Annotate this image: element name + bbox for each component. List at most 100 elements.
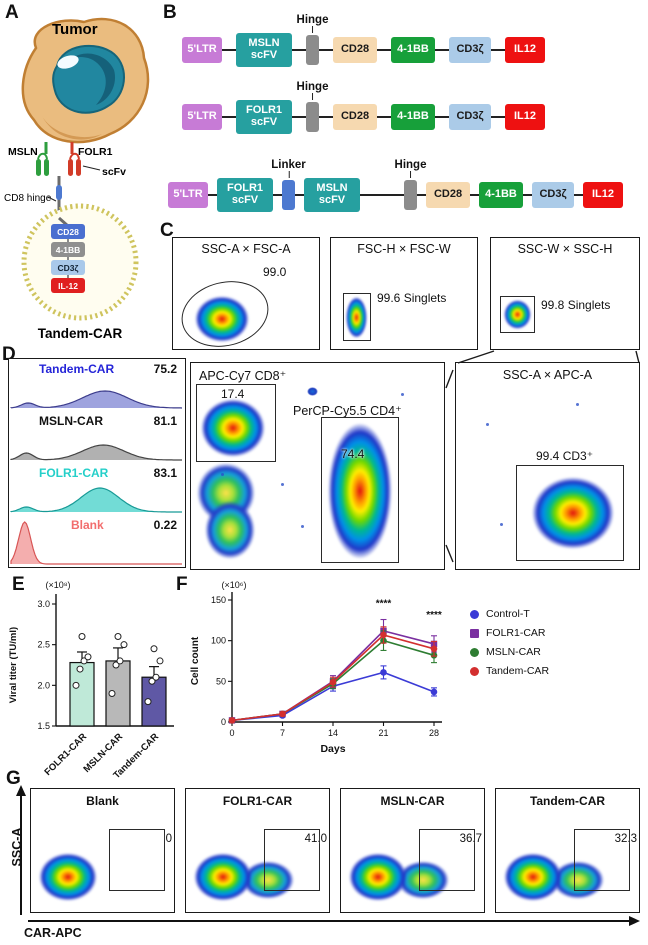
construct-block-scfv: MSLN scFV — [236, 33, 292, 67]
connector-line — [491, 116, 505, 118]
connector-line — [491, 49, 505, 51]
msln-scfv-shape — [44, 159, 49, 176]
flow-plot-title: FOLR1-CAR — [222, 794, 293, 808]
construct-block-wrap: 5'LTR — [182, 104, 222, 130]
connector-line — [435, 116, 449, 118]
cell-count-line-chart: 0 50 100 150 0 7 14 21 28 (×10⁶) Cell count Days ***… — [190, 580, 442, 755]
panel-label-c: C — [160, 220, 174, 241]
legend-label: Control-T — [486, 608, 530, 620]
histogram-label: FOLR1-CAR — [39, 466, 109, 480]
y-tick-label: 1.5 — [37, 721, 50, 731]
construct-block-wrap: 4-1BB — [479, 182, 523, 208]
legend-item: Control-T — [470, 608, 549, 620]
histogram-row: Tandem-CAR 75.2 — [9, 359, 185, 411]
scatter-point — [148, 677, 156, 685]
construct-block-bb41: 4-1BB — [391, 37, 435, 63]
cd4-gate-value: 74.4 — [341, 447, 365, 461]
construct-block-scfv: MSLN scFV — [304, 178, 360, 212]
scatter-point — [80, 657, 88, 665]
scfv-label: scFv — [102, 166, 126, 178]
gate-value: 99.4 CD3⁺ — [536, 449, 594, 463]
tumor-highlight — [57, 55, 79, 69]
x-tick-label: 28 — [429, 728, 439, 738]
construct-block-cd3z: CD3ζ — [449, 104, 491, 130]
density-blob-cd3 — [532, 477, 614, 549]
folr1-scfv-shape — [76, 159, 81, 176]
construct-block-wrap: FOLR1 scFV — [217, 178, 273, 212]
panel-label-a: A — [5, 2, 19, 23]
histogram-path-Tandem-CAR — [10, 390, 183, 409]
density-blob — [195, 296, 249, 342]
connector-line — [360, 194, 404, 196]
histogram-curve — [10, 390, 183, 409]
connector-line — [377, 49, 391, 51]
construct-block-il12: IL12 — [505, 37, 545, 63]
gate-connector-line — [445, 544, 454, 563]
noise-dot — [576, 403, 579, 406]
tumor-label: Tumor — [52, 21, 98, 38]
flow-plot-FOLR1-CAR: FOLR1-CAR 41.0 — [185, 788, 330, 913]
density-blob — [39, 853, 97, 901]
legend-marker — [470, 609, 479, 619]
scatter-point — [108, 689, 116, 697]
msln-label: MSLN — [8, 146, 38, 158]
construct-block-ltr: 5'LTR — [168, 182, 208, 208]
panel-label-g: G — [6, 768, 21, 789]
viral-titer-bar-chart: 1.5 2.0 2.5 3.0 (×10⁸) Viral titer (TU/ml) FOL… — [8, 580, 174, 781]
il12-domain — [51, 278, 85, 293]
legend-label: MSLN-CAR — [486, 646, 541, 658]
histogram-label: MSLN-CAR — [39, 414, 103, 428]
panel-label-e: E — [12, 574, 25, 595]
construct-block-callout: Hinge — [394, 159, 427, 178]
marker-Tandem-CAR — [380, 631, 387, 639]
flow-plot-title: FSC-H × FSC-W — [357, 242, 451, 256]
gate-rect — [574, 829, 630, 891]
unit-label: (×10⁶) — [222, 580, 247, 590]
histogram-row: FOLR1-CAR 83.1 — [9, 463, 185, 515]
connector-line — [319, 49, 333, 51]
construct-block-il12: IL12 — [505, 104, 545, 130]
scatter-point — [112, 661, 120, 669]
histogram-path-MSLN-CAR — [10, 444, 182, 461]
marker-Tandem-CAR — [279, 710, 286, 718]
construct-block-wrap: 4-1BB — [391, 37, 435, 63]
construct-block-wrap: CD3ζ — [449, 104, 491, 130]
construct-block-cd28: CD28 — [426, 182, 470, 208]
histogram-path-Blank — [10, 521, 182, 565]
histogram-label: Tandem-CAR — [39, 362, 115, 376]
flow-plot-Tandem-CAR: Tandem-CAR 32.3 — [495, 788, 640, 913]
scatter-point — [120, 641, 128, 649]
significance-stars: **** — [426, 610, 442, 621]
gate-value: 0 — [165, 833, 172, 845]
histogram-value: 75.2 — [153, 362, 177, 376]
tandem-car-label: Tandem-CAR — [38, 326, 123, 341]
cd8-hinge-label: CD8 hinge — [4, 193, 52, 204]
gate-rect — [343, 293, 371, 341]
cd3z-domain — [51, 260, 85, 275]
y-tick-label: 50 — [216, 676, 226, 686]
construct-block-wrap: IL12 — [583, 182, 623, 208]
density-blob-cd4 — [328, 423, 392, 559]
histogram-row: Blank 0.22 — [9, 515, 185, 567]
panel-label-b: B — [163, 2, 177, 23]
construct-block-wrap: CD28 — [333, 37, 377, 63]
folr1-scfv-loop — [69, 152, 80, 160]
noise-dot — [221, 473, 224, 476]
line-chart-legend: Control-T FOLR1-CAR MSLN-CAR Tandem-CAR — [470, 608, 549, 677]
connector-line — [417, 194, 426, 196]
noise-dot — [301, 525, 304, 528]
unit-label: (×10⁸) — [45, 580, 70, 590]
marker-Control-T — [430, 688, 438, 696]
connector-line — [292, 49, 306, 51]
y-tick-label: 100 — [211, 636, 226, 646]
histogram-label: Blank — [71, 518, 104, 532]
construct-block-hinge — [404, 180, 417, 210]
density-blob — [346, 297, 367, 338]
scatter-point — [150, 645, 158, 653]
gate-value: 41.0 — [304, 833, 327, 845]
gate-value: 99.8 Singlets — [541, 298, 611, 312]
x-tick-label: 14 — [328, 728, 338, 738]
construct-row: 5'LTR FOLR1 scFV Linker MSLN scFV Hinge CD28 4… — [168, 159, 623, 212]
cd8-gate-title: APC-Cy7 CD8⁺ — [199, 369, 287, 383]
scatter-point — [84, 653, 92, 661]
